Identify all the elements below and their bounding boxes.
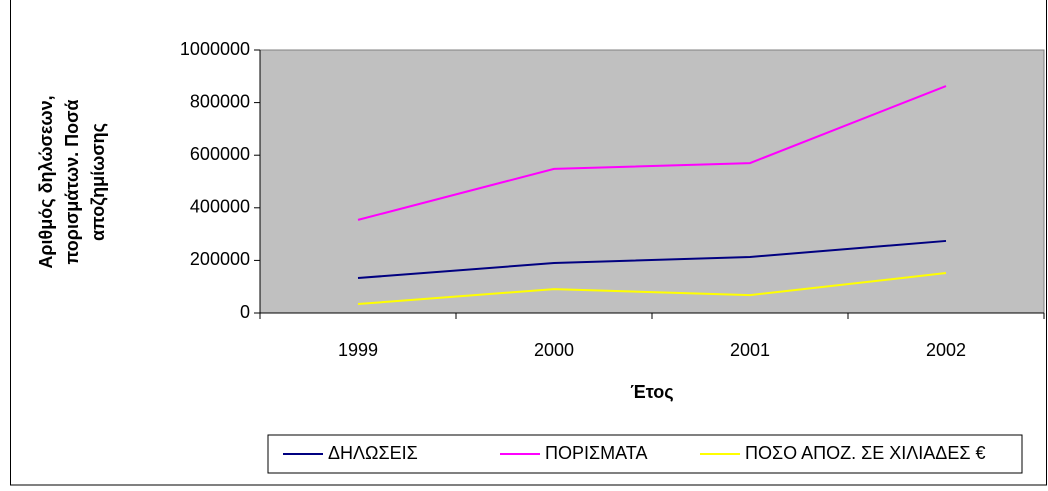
x-tick-label: 2000 (534, 340, 574, 360)
legend-box (267, 434, 1023, 474)
y-axis-title: αποζημίωσης (88, 123, 109, 241)
x-tick-label: 2002 (926, 340, 966, 360)
y-tick-label: 800000 (190, 91, 250, 111)
legend-label: ΔΗΛΩΣΕΙΣ (328, 443, 418, 463)
y-tick-label: 0 (240, 302, 250, 322)
legend-label: ΠΟΣΟ ΑΠΟΖ. ΣΕ ΧΙΛΙΑΔΕΣ € (745, 443, 985, 463)
data-line (357, 85, 947, 221)
y-tick-label: 600000 (190, 144, 250, 164)
legend-label: ΠΟΡΙΣΜΑΤΑ (545, 443, 647, 463)
x-tick-label: 1999 (338, 340, 378, 360)
y-axis-title: Αριθμός δηλώσεων, (36, 95, 56, 268)
y-tick-label: 200000 (190, 249, 250, 269)
data-line (357, 272, 947, 306)
x-axis-title: Έτος (630, 382, 673, 402)
data-line (357, 239, 947, 280)
y-tick-label: 400000 (190, 197, 250, 217)
plot-area (259, 49, 1045, 314)
y-tick-label: 1000000 (180, 39, 250, 59)
x-tick-label: 2001 (730, 340, 770, 360)
y-axis-title: πορισμάτων. Ποσά (62, 100, 82, 265)
